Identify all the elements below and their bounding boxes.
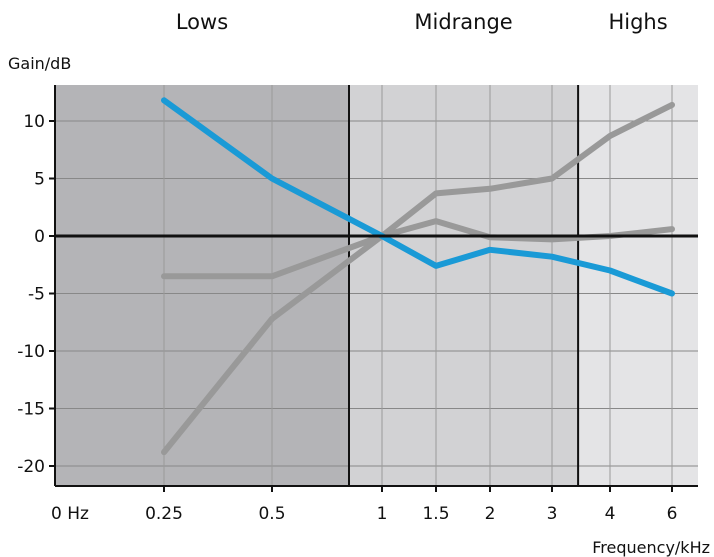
band-regions	[55, 85, 698, 486]
y-tick-label: 10	[23, 112, 45, 132]
series-line-3	[161, 101, 675, 456]
y-tick-label: -10	[17, 342, 45, 362]
x-tick-label: 4	[605, 504, 616, 524]
y-tick-label: -5	[28, 285, 45, 305]
band-dividers	[348, 85, 580, 486]
y-tick-label: 0	[34, 227, 45, 247]
x-tick-label: 0 Hz	[51, 504, 89, 524]
band-lows	[55, 85, 349, 486]
y-tick-label: 5	[34, 170, 45, 190]
tick-labels: 10 5 0 -5 -10 -15 -20 0 Hz 0.25 0.5 1 1.5 2 3 4 6	[17, 112, 677, 524]
y-tick-label: -15	[17, 400, 45, 420]
x-tick-label: 6	[667, 504, 678, 524]
x-axis-label: Frequency/kHz	[592, 538, 710, 557]
x-tick-label: 0.5	[258, 504, 285, 524]
x-tick-label: 1	[377, 504, 388, 524]
band-midrange	[349, 85, 579, 486]
x-tick-label: 0.25	[145, 504, 183, 524]
band-highs	[578, 85, 698, 486]
y-axis-label: Gain/dB	[8, 54, 71, 73]
series-line-1	[161, 97, 675, 297]
x-tick-label: 1.5	[422, 504, 449, 524]
grid-lines	[55, 85, 698, 486]
x-tick-label: 2	[485, 504, 496, 524]
band-label-midrange: Midrange	[414, 10, 512, 34]
y-tick-label: -20	[17, 457, 45, 477]
x-tick-label: 3	[547, 504, 558, 524]
band-label-highs: Highs	[608, 10, 667, 34]
axes	[49, 85, 698, 492]
band-label-lows: Lows	[176, 10, 228, 34]
